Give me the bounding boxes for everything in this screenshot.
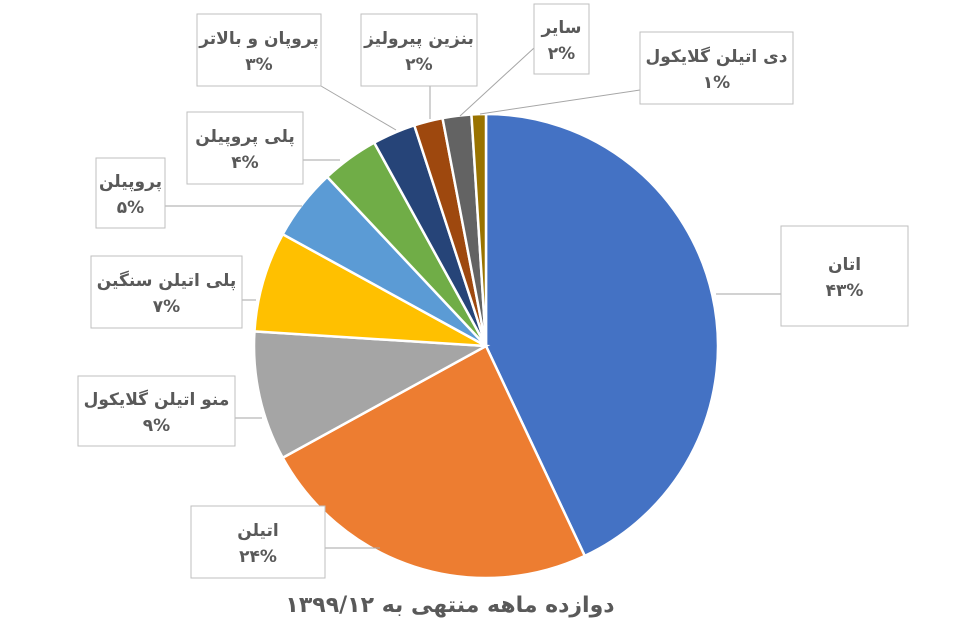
pie-slice bbox=[484, 112, 720, 558]
data-label-category: منو اتیلن گلایکول bbox=[84, 389, 230, 410]
data-label-box bbox=[190, 505, 326, 579]
data-label-category: پلی پروپیلن bbox=[195, 127, 295, 147]
data-label: بنزین پیرولیز ۲% bbox=[360, 13, 478, 87]
data-label: پروپیلن ۵% bbox=[95, 157, 166, 229]
data-label: اتان ۴۳% bbox=[780, 225, 909, 327]
data-label-category: اتان bbox=[828, 255, 861, 275]
data-label-box bbox=[360, 13, 478, 87]
data-label-percent: ۴% bbox=[231, 153, 258, 173]
data-label-percent: ۳% bbox=[245, 55, 272, 75]
data-label: پروپان و بالاتر ۳% bbox=[196, 13, 322, 87]
data-label-category: بنزین پیرولیز bbox=[363, 29, 474, 49]
data-labels: اتان ۴۳% اتیلن ۲۴% منو اتیلن گلایکول ۹% پلی ات… bbox=[77, 3, 909, 579]
data-label-box bbox=[186, 111, 304, 185]
data-label-box bbox=[533, 3, 590, 75]
data-label-category: سایر bbox=[540, 18, 581, 38]
data-label-percent: ۷% bbox=[153, 297, 180, 317]
data-label-category: پلی اتیلن سنگین bbox=[97, 270, 237, 291]
data-label-percent: ۲% bbox=[548, 44, 575, 64]
data-label-box bbox=[196, 13, 322, 87]
data-label-percent: ۴۳% bbox=[826, 281, 864, 301]
data-label-box bbox=[639, 31, 794, 105]
data-label-percent: ۲% bbox=[405, 55, 432, 75]
data-label: منو اتیلن گلایکول ۹% bbox=[77, 375, 236, 447]
data-label-category: پروپان و بالاتر bbox=[198, 29, 319, 49]
data-label-percent: ۹% bbox=[143, 416, 170, 436]
pie-slice bbox=[252, 330, 491, 460]
data-label-box bbox=[77, 375, 236, 447]
data-label-percent: ۲۴% bbox=[239, 547, 277, 567]
pie-slices bbox=[252, 112, 720, 580]
leader-line bbox=[320, 85, 397, 131]
data-label: پلی پروپیلن ۴% bbox=[186, 111, 304, 185]
data-label-box bbox=[90, 255, 243, 329]
pie-slice bbox=[281, 344, 587, 580]
data-label: دی اتیلن گلایکول ۱% bbox=[639, 31, 794, 105]
data-label-percent: ۵% bbox=[117, 198, 144, 218]
data-label-percent: ۱% bbox=[703, 73, 730, 93]
data-label: پلی اتیلن سنگین ۷% bbox=[90, 255, 243, 329]
leader-line bbox=[479, 89, 641, 115]
data-label: سایر ۲% bbox=[533, 3, 590, 75]
data-label-box bbox=[780, 225, 909, 327]
chart-title: دوازده ماهه منتهی به ۱۳۹۹/۱۲ bbox=[285, 593, 614, 618]
data-label: اتیلن ۲۴% bbox=[190, 505, 326, 579]
data-label-category: دی اتیلن گلایکول bbox=[645, 46, 787, 67]
leader-lines bbox=[165, 47, 781, 549]
pie-slice bbox=[470, 112, 488, 347]
data-label-category: پروپیلن bbox=[99, 172, 162, 192]
data-label-box bbox=[95, 157, 166, 229]
data-label-category: اتیلن bbox=[237, 521, 278, 541]
leader-line bbox=[459, 47, 535, 117]
pie-slice bbox=[253, 232, 487, 348]
